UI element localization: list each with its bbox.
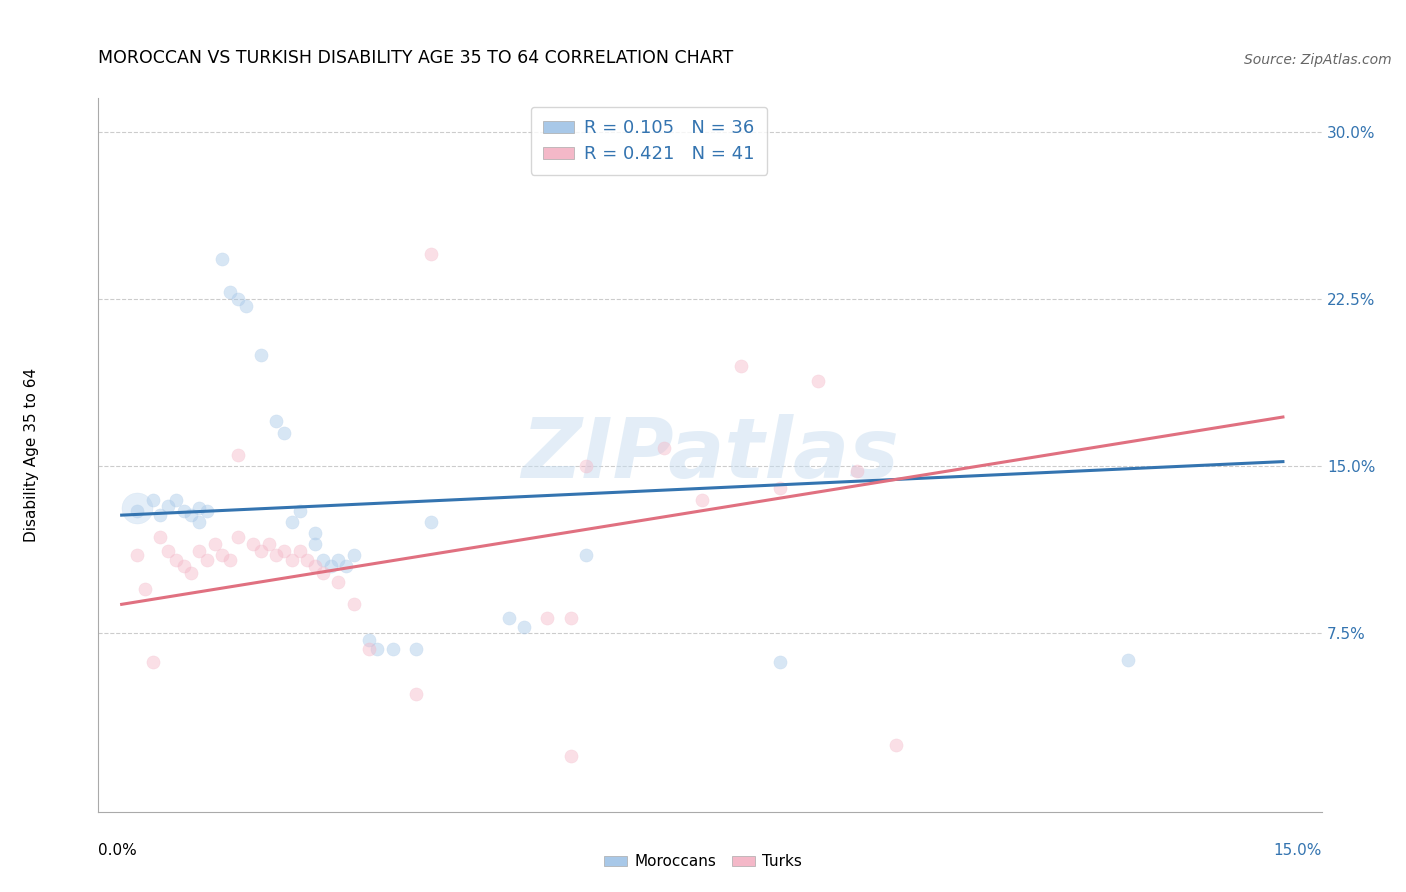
Point <box>142 492 165 507</box>
Point <box>575 458 598 473</box>
Legend: Moroccans, Turks: Moroccans, Turks <box>598 848 808 875</box>
Point <box>157 543 180 558</box>
Point <box>281 552 304 567</box>
Point <box>381 642 404 657</box>
Text: 0.0%: 0.0% <box>98 843 138 858</box>
Point <box>149 508 172 523</box>
Point <box>312 566 335 581</box>
Point <box>211 252 233 266</box>
Point <box>188 501 211 516</box>
Point <box>250 543 273 558</box>
Point <box>884 738 907 752</box>
Point <box>134 582 156 596</box>
Point <box>328 552 350 567</box>
Point <box>304 537 326 551</box>
Point <box>297 552 319 567</box>
Point <box>173 503 195 517</box>
Point <box>343 598 366 612</box>
Point <box>359 633 381 648</box>
Point <box>188 515 211 529</box>
Point <box>226 448 249 462</box>
Point <box>405 687 427 701</box>
Point <box>846 464 869 478</box>
Point <box>335 559 357 574</box>
Point <box>343 548 366 563</box>
Point <box>420 247 443 261</box>
Point <box>652 441 675 455</box>
Point <box>127 501 149 516</box>
Text: Disability Age 35 to 64: Disability Age 35 to 64 <box>24 368 38 542</box>
Point <box>807 375 830 389</box>
Point <box>226 292 249 306</box>
Point <box>127 503 149 517</box>
Point <box>328 574 350 589</box>
Point <box>266 548 288 563</box>
Point <box>211 548 233 563</box>
Point <box>304 526 326 541</box>
Text: ZIPatlas: ZIPatlas <box>522 415 898 495</box>
Point <box>188 543 211 558</box>
Point <box>180 566 202 581</box>
Point <box>405 642 427 657</box>
Point <box>165 492 187 507</box>
Point <box>195 503 218 517</box>
Point <box>319 559 342 574</box>
Point <box>312 552 335 567</box>
Point <box>142 655 165 669</box>
Point <box>560 749 582 764</box>
Point <box>420 515 443 529</box>
Text: MOROCCAN VS TURKISH DISABILITY AGE 35 TO 64 CORRELATION CHART: MOROCCAN VS TURKISH DISABILITY AGE 35 TO… <box>98 49 734 67</box>
Point <box>257 537 280 551</box>
Point <box>204 537 226 551</box>
Point <box>242 537 264 551</box>
Point <box>304 559 326 574</box>
Point <box>575 548 598 563</box>
Point <box>730 359 752 373</box>
Point <box>219 552 242 567</box>
Point <box>536 610 558 624</box>
Point <box>266 414 288 428</box>
Point <box>769 655 792 669</box>
Point <box>149 530 172 544</box>
Point <box>235 298 257 313</box>
Point <box>273 425 295 440</box>
Point <box>288 543 311 558</box>
Point <box>281 515 304 529</box>
Point <box>769 481 792 495</box>
Point <box>173 559 195 574</box>
Point <box>366 642 388 657</box>
Point <box>288 503 311 517</box>
Point <box>560 610 582 624</box>
Point <box>180 508 202 523</box>
Point <box>250 347 273 362</box>
Legend: R = 0.105   N = 36, R = 0.421   N = 41: R = 0.105 N = 36, R = 0.421 N = 41 <box>530 107 768 175</box>
Point <box>226 530 249 544</box>
Point <box>127 548 149 563</box>
Point <box>1116 653 1139 667</box>
Point <box>219 285 242 300</box>
Text: 15.0%: 15.0% <box>1274 843 1322 858</box>
Point <box>273 543 295 558</box>
Point <box>165 552 187 567</box>
Point <box>513 619 536 633</box>
Point <box>157 500 180 514</box>
Point <box>195 552 218 567</box>
Text: Source: ZipAtlas.com: Source: ZipAtlas.com <box>1244 53 1392 67</box>
Point <box>359 642 381 657</box>
Point <box>498 610 520 624</box>
Point <box>690 492 713 507</box>
